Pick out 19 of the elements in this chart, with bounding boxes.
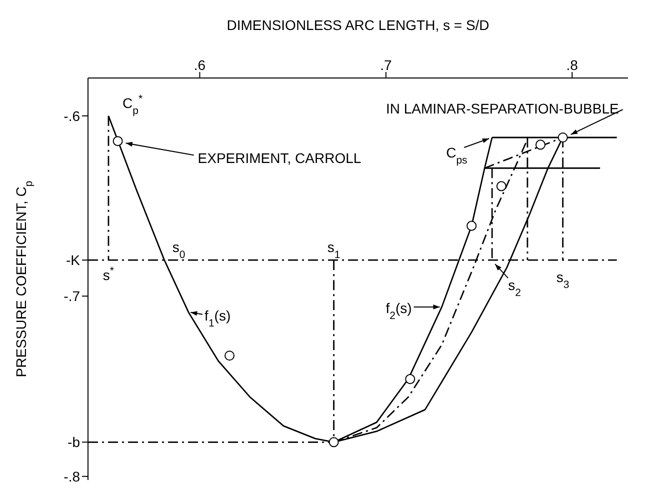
annotation: f$_{2}$(s)	[386, 300, 412, 322]
annotation: s$_{2}$	[508, 277, 522, 300]
annotation: C$_{ps}$	[446, 144, 468, 166]
x-tick-label: .6	[194, 57, 206, 73]
y-tick-label: -b	[68, 434, 80, 450]
y-tick-label: -.7	[64, 288, 80, 304]
annotation: s$_{3}$	[556, 269, 570, 292]
annotation: s$_{0}$	[172, 239, 186, 262]
annotation: s$^{*}$	[102, 265, 114, 284]
x-tick-label: .7	[380, 57, 392, 73]
y-tick-label: -.6	[64, 108, 80, 124]
annotation: s$_{1}$	[327, 239, 340, 262]
x-axis-title: DIMENSIONLESS ARC LENGTH, s = S/D	[226, 17, 490, 33]
annotation: IN LAMINAR-SEPARATION-BUBBLE	[386, 100, 619, 116]
y-tick-label: -K	[66, 252, 81, 268]
annotation: f$_{1}$(s)	[204, 307, 231, 330]
y-tick-label: -.8	[64, 468, 80, 484]
x-tick-label: .8	[566, 57, 578, 73]
annotation: EXPERIMENT, CARROLL	[198, 150, 362, 166]
